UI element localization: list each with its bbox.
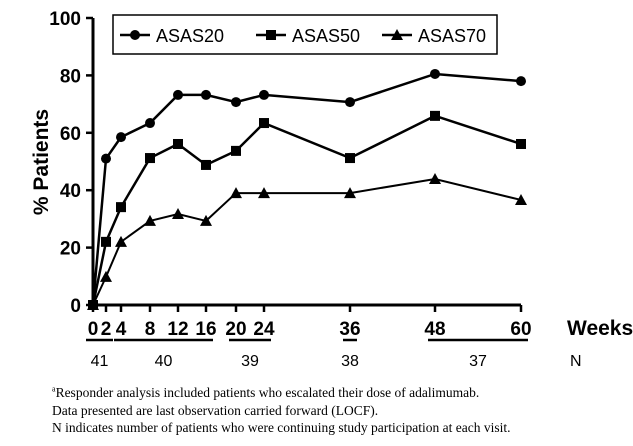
footnote-line-3: N indicates number of patients who were … — [52, 420, 511, 435]
data-point — [145, 153, 155, 164]
x-tick-label: 8 — [145, 319, 156, 340]
x-ticks: 0 2 4 8 12 16 20 24 36 48 60 — [88, 305, 532, 340]
n-row-label: N — [570, 353, 582, 370]
data-point — [101, 236, 111, 247]
series-line — [92, 177, 522, 306]
footnote-superscript: a — [52, 384, 56, 394]
legend-box — [112, 14, 498, 55]
series-layer — [87, 68, 527, 310]
y-tick-label: 60 — [60, 124, 81, 145]
legend-item-asas50: ASAS50 — [256, 26, 360, 46]
data-point — [258, 187, 270, 199]
y-ticks: 0 20 40 60 80 100 — [49, 9, 93, 317]
data-point — [230, 187, 242, 199]
data-point — [87, 299, 99, 310]
legend-marker — [266, 30, 276, 40]
data-point — [116, 202, 126, 213]
series-asas20 — [88, 68, 526, 310]
x-tick-label: 16 — [195, 319, 216, 340]
x-tick-label: 2 — [101, 319, 112, 340]
data-point — [429, 173, 441, 185]
data-point — [344, 187, 356, 199]
data-point — [201, 159, 211, 170]
x-tick-label: 36 — [339, 319, 360, 340]
legend-label: ASAS20 — [156, 26, 224, 46]
x-tick-label: 24 — [253, 319, 275, 340]
data-point — [116, 132, 126, 143]
n-count: 38 — [341, 353, 359, 370]
footnote-line-1: aResponder analysis included patients wh… — [52, 384, 511, 402]
y-tick-label: 20 — [60, 239, 81, 260]
data-point — [144, 214, 156, 226]
n-count: 41 — [91, 353, 109, 370]
data-point — [515, 193, 527, 205]
data-point — [345, 153, 355, 164]
y-tick-label: 0 — [70, 296, 81, 317]
y-tick-label: 100 — [49, 9, 81, 30]
x-tick-label: 60 — [510, 319, 531, 340]
data-point — [259, 89, 269, 100]
n-row: N 41 40 39 38 37 — [86, 338, 582, 370]
data-point — [100, 270, 112, 282]
y-axis-title: % Patients — [30, 109, 53, 215]
data-point — [345, 97, 355, 108]
y-tick-label: 80 — [60, 66, 81, 87]
x-tick-label: 12 — [167, 319, 188, 340]
series-line — [91, 72, 522, 306]
n-count: 39 — [241, 353, 259, 370]
series-asas50 — [88, 110, 526, 310]
data-point — [172, 208, 184, 220]
legend-label: ASAS50 — [292, 26, 360, 46]
legend-marker — [130, 30, 140, 40]
footnote-text-1: Responder analysis included patients who… — [55, 385, 480, 400]
y-tick-label: 40 — [60, 181, 81, 202]
x-tick-label: 48 — [424, 319, 445, 340]
data-point — [516, 76, 526, 87]
data-point — [145, 118, 155, 129]
footnote-line-2: Data presented are last observation carr… — [52, 402, 379, 418]
data-point — [430, 68, 440, 79]
data-point — [200, 214, 212, 226]
x-axis-title: Weeks — [567, 317, 633, 340]
series-asas70 — [87, 173, 527, 310]
data-point — [101, 153, 111, 164]
data-point — [173, 138, 183, 149]
x-tick-label: 0 — [88, 319, 99, 340]
footnotes: aResponder analysis included patients wh… — [52, 384, 511, 437]
legend-item-asas20: ASAS20 — [120, 26, 224, 46]
legend: ASAS20 ASAS50 ASAS70 — [112, 14, 498, 55]
legend-marker — [391, 29, 403, 40]
n-count: 37 — [469, 353, 487, 370]
legend-label: ASAS70 — [418, 26, 486, 46]
data-point — [516, 138, 526, 149]
legend-item-asas70: ASAS70 — [382, 26, 486, 46]
data-point — [259, 118, 269, 129]
data-point — [173, 89, 183, 100]
data-point — [430, 110, 440, 121]
data-point — [231, 145, 241, 156]
data-point — [115, 235, 127, 247]
n-count: 40 — [155, 353, 173, 370]
data-point — [201, 89, 211, 100]
data-point — [231, 97, 241, 108]
x-tick-label: 4 — [116, 319, 127, 340]
x-tick-label: 20 — [225, 319, 246, 340]
series-line — [91, 114, 522, 306]
